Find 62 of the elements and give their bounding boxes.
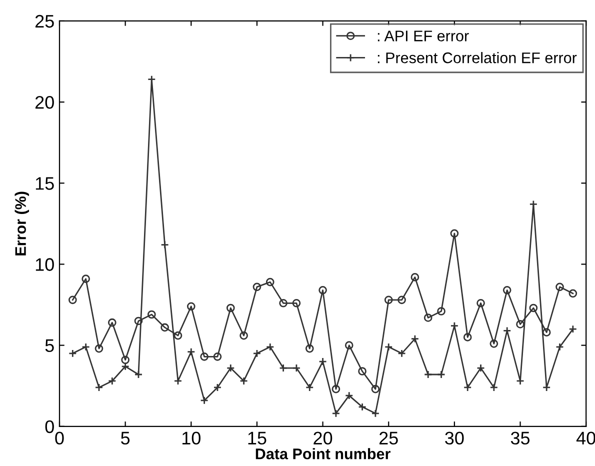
point <box>450 229 459 238</box>
point <box>529 304 538 312</box>
point <box>463 333 472 342</box>
x-tick-label: 15 <box>248 432 266 445</box>
point <box>332 384 340 394</box>
point <box>305 344 314 353</box>
point <box>476 298 485 308</box>
point <box>437 307 446 316</box>
point <box>516 320 524 328</box>
y-tick-label: 25 <box>35 14 54 28</box>
x-tick-label: 0 <box>55 432 64 445</box>
point <box>318 286 327 294</box>
point <box>292 298 301 308</box>
point <box>344 341 354 350</box>
point <box>568 324 578 334</box>
point <box>147 310 156 319</box>
y-tick-label: 20 <box>35 96 54 109</box>
point <box>68 296 77 304</box>
x-tick-label: 30 <box>445 432 464 445</box>
point <box>344 391 354 400</box>
y-tick-label: 15 <box>36 177 54 190</box>
x-tick-label: 20 <box>314 432 332 445</box>
point <box>134 316 143 326</box>
point <box>490 340 498 348</box>
point <box>384 296 393 304</box>
point <box>542 328 551 336</box>
y-tick-label: 10 <box>36 258 54 271</box>
point <box>502 286 512 294</box>
point <box>226 304 235 312</box>
point <box>82 274 90 283</box>
point <box>266 278 274 286</box>
point <box>108 318 116 327</box>
x-tick-label: 40 <box>576 432 595 445</box>
point <box>94 344 104 353</box>
point <box>200 352 208 361</box>
point <box>398 296 406 304</box>
point <box>213 352 222 361</box>
legend-label: : Present Correlation EF error <box>378 52 577 64</box>
point <box>424 314 432 322</box>
point <box>186 302 196 311</box>
point <box>226 364 235 372</box>
point <box>121 356 130 364</box>
point <box>160 323 169 332</box>
x-tick-label: 25 <box>379 432 398 445</box>
point <box>371 384 380 394</box>
point <box>556 282 564 292</box>
point <box>410 273 420 282</box>
point <box>240 331 248 340</box>
x-tick-label: 35 <box>510 432 530 445</box>
point <box>174 331 182 340</box>
point <box>252 282 262 292</box>
point <box>358 367 366 376</box>
x-tick-label: 10 <box>182 432 200 445</box>
y-tick-label: 5 <box>45 339 54 352</box>
x-axis-title: Data Point number <box>256 448 390 460</box>
y-axis-title: Error (%) <box>14 192 29 256</box>
y-tick-label: 0 <box>45 420 54 434</box>
legend-label: : API EF error <box>378 30 469 42</box>
point <box>68 349 77 358</box>
point <box>279 298 288 308</box>
point <box>568 289 578 298</box>
x-tick-label: 5 <box>121 432 130 445</box>
